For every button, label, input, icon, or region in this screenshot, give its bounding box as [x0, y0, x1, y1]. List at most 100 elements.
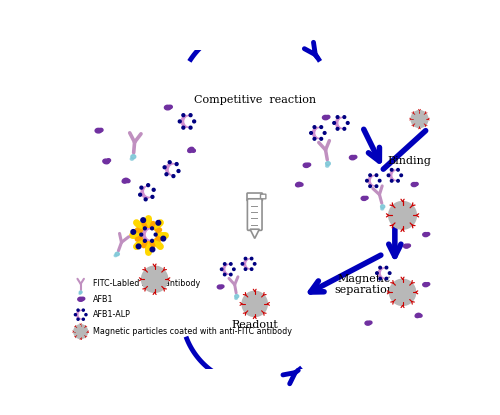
Circle shape — [76, 310, 85, 319]
Circle shape — [140, 186, 143, 189]
Circle shape — [226, 265, 234, 273]
Circle shape — [136, 244, 141, 249]
Circle shape — [189, 126, 192, 129]
Circle shape — [168, 161, 171, 164]
Circle shape — [312, 127, 324, 139]
Ellipse shape — [364, 196, 368, 199]
Circle shape — [77, 318, 79, 320]
Circle shape — [224, 273, 226, 276]
Ellipse shape — [80, 291, 82, 293]
Circle shape — [141, 218, 146, 222]
Text: AFB1: AFB1 — [93, 295, 114, 304]
Ellipse shape — [192, 149, 196, 152]
Ellipse shape — [122, 178, 128, 183]
Ellipse shape — [303, 163, 310, 168]
FancyBboxPatch shape — [260, 194, 266, 199]
Ellipse shape — [368, 321, 372, 324]
Circle shape — [224, 263, 226, 265]
Ellipse shape — [218, 285, 223, 289]
Circle shape — [244, 257, 246, 260]
Circle shape — [138, 193, 141, 196]
Circle shape — [388, 202, 416, 229]
Circle shape — [375, 185, 378, 188]
Circle shape — [131, 229, 136, 234]
Circle shape — [369, 185, 372, 188]
Circle shape — [324, 132, 326, 134]
Circle shape — [397, 180, 400, 182]
Circle shape — [375, 174, 378, 176]
Ellipse shape — [296, 182, 302, 187]
Circle shape — [247, 260, 254, 268]
Text: Magnetic particles coated with anti-FITC antibody: Magnetic particles coated with anti-FITC… — [93, 327, 292, 336]
Ellipse shape — [79, 293, 81, 294]
Circle shape — [379, 266, 382, 269]
Circle shape — [82, 309, 84, 311]
Circle shape — [378, 179, 381, 182]
Circle shape — [144, 239, 146, 242]
Ellipse shape — [164, 105, 171, 110]
Circle shape — [336, 116, 339, 118]
Ellipse shape — [126, 179, 130, 183]
Circle shape — [230, 273, 232, 276]
Circle shape — [310, 132, 312, 134]
Ellipse shape — [220, 285, 224, 288]
Circle shape — [178, 120, 181, 123]
Ellipse shape — [188, 147, 194, 152]
Ellipse shape — [361, 196, 367, 200]
Circle shape — [250, 268, 253, 270]
Circle shape — [400, 174, 402, 176]
Circle shape — [192, 120, 196, 123]
Circle shape — [250, 257, 253, 260]
Circle shape — [320, 137, 322, 140]
Circle shape — [189, 114, 192, 117]
Circle shape — [85, 314, 87, 316]
Circle shape — [379, 277, 382, 280]
Circle shape — [150, 239, 154, 242]
Circle shape — [163, 166, 166, 169]
Circle shape — [165, 173, 168, 176]
Circle shape — [368, 176, 378, 186]
Circle shape — [387, 174, 390, 176]
Ellipse shape — [103, 159, 110, 164]
Text: AFB1-ALP: AFB1-ALP — [93, 310, 131, 319]
Circle shape — [366, 179, 368, 182]
Circle shape — [152, 188, 155, 191]
Ellipse shape — [235, 295, 238, 298]
Circle shape — [166, 163, 177, 175]
Ellipse shape — [418, 314, 422, 317]
Ellipse shape — [78, 297, 84, 301]
Circle shape — [144, 227, 146, 230]
Ellipse shape — [307, 163, 310, 166]
Ellipse shape — [426, 232, 430, 235]
Circle shape — [313, 126, 316, 129]
Circle shape — [242, 291, 268, 317]
Circle shape — [232, 268, 235, 271]
Circle shape — [254, 263, 256, 265]
Circle shape — [336, 127, 339, 130]
Circle shape — [390, 170, 400, 181]
Ellipse shape — [115, 252, 119, 256]
Circle shape — [382, 269, 390, 277]
Ellipse shape — [300, 183, 303, 186]
Ellipse shape — [82, 297, 84, 300]
Circle shape — [411, 111, 428, 127]
Circle shape — [343, 127, 345, 130]
Circle shape — [313, 137, 316, 140]
Circle shape — [390, 279, 415, 305]
Circle shape — [141, 186, 153, 198]
Text: FITC-Labled AFB1 antibody: FITC-Labled AFB1 antibody — [93, 279, 200, 288]
Circle shape — [140, 233, 142, 236]
Ellipse shape — [131, 155, 136, 159]
Ellipse shape — [353, 156, 357, 159]
Circle shape — [372, 177, 380, 185]
Circle shape — [185, 117, 194, 126]
Circle shape — [151, 195, 154, 198]
Circle shape — [80, 311, 86, 318]
Circle shape — [333, 122, 336, 124]
Circle shape — [146, 184, 150, 187]
Ellipse shape — [380, 205, 385, 208]
Ellipse shape — [95, 128, 102, 133]
Circle shape — [142, 266, 168, 292]
Circle shape — [220, 268, 223, 271]
Ellipse shape — [168, 105, 172, 109]
